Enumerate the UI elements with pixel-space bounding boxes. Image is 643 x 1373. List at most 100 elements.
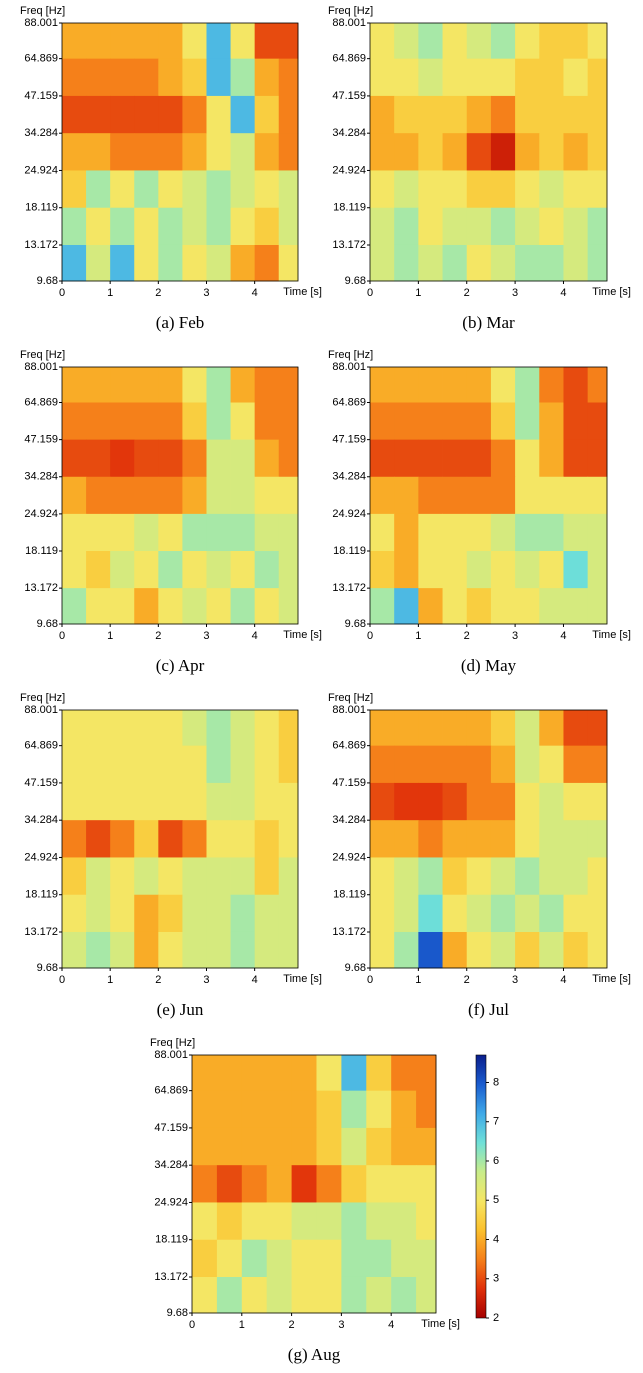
heat-cell xyxy=(442,58,468,97)
heat-cell xyxy=(563,513,589,552)
heat-cell xyxy=(539,133,564,171)
heat-cell xyxy=(341,1055,367,1092)
heat-cell xyxy=(442,894,468,933)
colorbar-tick-label: 5 xyxy=(493,1194,499,1206)
heat-cell xyxy=(134,207,159,246)
heat-cell xyxy=(62,931,87,969)
heat-cell xyxy=(110,857,135,896)
heat-cell xyxy=(254,170,280,209)
x-tick-label: 4 xyxy=(560,630,566,642)
x-axis-title: Time [s] xyxy=(592,286,631,298)
heat-cell xyxy=(539,857,564,896)
heat-cell xyxy=(62,244,87,282)
heat-cell xyxy=(158,513,183,552)
heat-cell xyxy=(278,857,299,896)
heat-cell xyxy=(442,782,468,821)
heat-cell xyxy=(490,133,516,171)
heat-cell xyxy=(86,710,111,747)
heat-cell xyxy=(515,894,540,933)
heat-cell xyxy=(587,367,608,403)
heat-cell xyxy=(515,439,540,478)
heat-cell xyxy=(278,23,299,60)
heat-cell xyxy=(182,745,207,784)
heat-cell xyxy=(466,95,492,134)
x-tick-label: 3 xyxy=(203,630,209,642)
heat-cell xyxy=(86,170,111,209)
heat-cell xyxy=(416,1202,437,1241)
heat-cell xyxy=(182,367,207,403)
heat-cell xyxy=(62,745,87,784)
heat-cell xyxy=(134,58,159,97)
heat-cell xyxy=(182,820,207,858)
heat-cell xyxy=(62,588,87,625)
heat-cell xyxy=(206,782,231,821)
heat-cell xyxy=(563,244,589,282)
heat-cell xyxy=(254,857,280,896)
y-tick-label: 24.924 xyxy=(154,1196,188,1208)
heat-cell xyxy=(370,931,395,969)
heat-cell xyxy=(158,133,183,171)
y-tick-label: 24.924 xyxy=(24,164,58,176)
heat-cell xyxy=(134,931,159,969)
y-tick-label: 34.284 xyxy=(332,814,366,826)
heat-cell xyxy=(230,476,256,515)
heat-cell xyxy=(539,782,564,821)
heat-cell xyxy=(316,1202,342,1241)
heat-cell xyxy=(206,439,231,478)
heat-cell xyxy=(110,588,135,625)
heat-cell xyxy=(490,95,516,134)
heat-cell xyxy=(278,894,299,933)
heat-cell xyxy=(370,513,395,552)
heat-cell xyxy=(182,894,207,933)
heat-cell xyxy=(442,710,468,747)
heat-cell xyxy=(370,710,395,747)
heat-cell xyxy=(490,244,516,282)
heat-cell xyxy=(134,476,159,515)
heat-cell xyxy=(110,367,135,403)
y-tick-label: 88.001 xyxy=(332,17,366,29)
heat-cell xyxy=(563,58,589,97)
x-tick-label: 4 xyxy=(560,974,566,986)
y-tick-label: 88.001 xyxy=(24,17,58,29)
heat-cell xyxy=(86,244,111,282)
heat-cell xyxy=(466,207,492,246)
x-tick-label: 4 xyxy=(252,287,258,299)
heat-cell xyxy=(515,58,540,97)
heat-cell xyxy=(182,857,207,896)
heat-cell xyxy=(206,244,231,282)
heat-cell xyxy=(370,367,395,403)
heat-cell xyxy=(110,95,135,134)
heat-cell xyxy=(515,402,540,441)
heat-cell xyxy=(278,931,299,969)
heat-cell xyxy=(466,402,492,441)
heat-cell xyxy=(254,133,280,171)
heat-cell xyxy=(539,931,564,969)
heat-cell xyxy=(182,23,207,60)
heat-cell xyxy=(206,551,231,589)
heat-cell xyxy=(278,782,299,821)
colorbar-tick-label: 8 xyxy=(493,1076,499,1088)
heat-cell xyxy=(206,857,231,896)
heat-cell xyxy=(442,95,468,134)
y-tick-label: 9.68 xyxy=(37,275,58,287)
heat-cell xyxy=(563,820,589,858)
x-axis-title: Time [s] xyxy=(283,629,322,641)
heat-cell xyxy=(394,551,419,589)
heat-cell xyxy=(230,23,256,60)
heat-cell xyxy=(230,58,256,97)
heat-cell xyxy=(370,857,395,896)
heat-cell xyxy=(206,170,231,209)
heat-cell xyxy=(86,23,111,60)
heat-cell xyxy=(134,857,159,896)
heat-cell xyxy=(62,551,87,589)
heat-cell xyxy=(110,23,135,60)
caption: (d) May xyxy=(461,656,517,675)
heat-cell xyxy=(62,367,87,403)
heat-cell xyxy=(394,782,419,821)
heat-cell xyxy=(62,710,87,747)
y-tick-label: 88.001 xyxy=(332,704,366,716)
colorbar-tick-label: 6 xyxy=(493,1155,499,1167)
heat-cell xyxy=(442,170,468,209)
y-tick-label: 13.172 xyxy=(24,926,58,938)
heat-cell xyxy=(466,588,492,625)
